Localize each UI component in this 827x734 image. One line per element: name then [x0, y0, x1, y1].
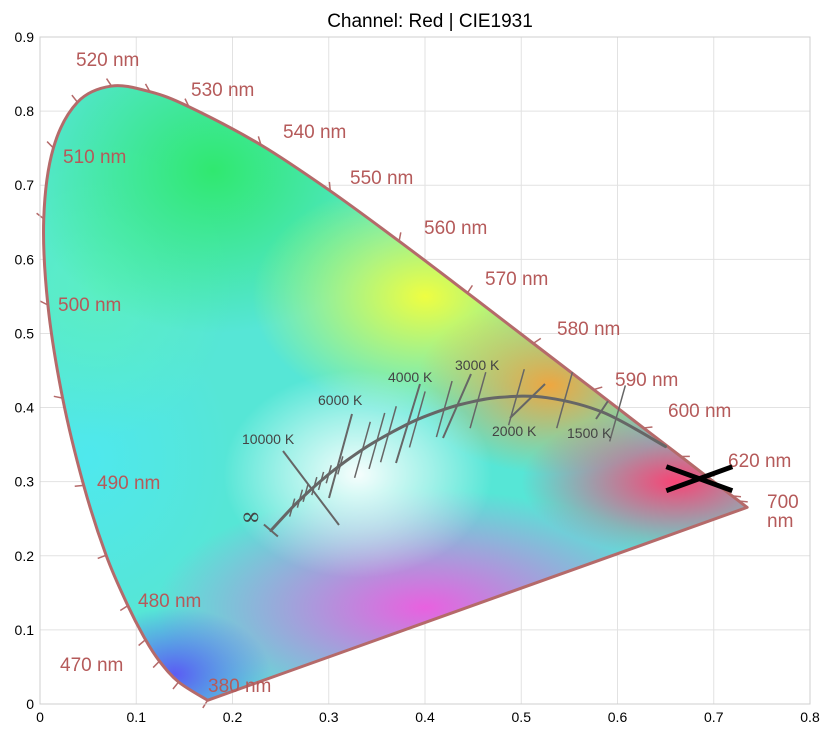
marker-stroke	[665, 464, 734, 494]
y-tick-label: 0.1	[15, 622, 35, 638]
x-tick-label: 0.1	[127, 709, 147, 725]
wavelength-label: 560 nm	[424, 218, 487, 239]
y-tick-label: 0.4	[15, 400, 35, 416]
wavelength-label: nm	[767, 511, 793, 532]
x-tick-label: 0.5	[512, 709, 532, 725]
wavelength-tick	[643, 426, 653, 429]
spectral-locus-curve	[42, 84, 749, 702]
infinity-label: ∞	[241, 503, 261, 531]
wavelength-tick	[593, 386, 603, 391]
wavelength-tick	[138, 639, 146, 647]
infinity-cap	[263, 523, 279, 538]
wavelength-label: 500 nm	[58, 295, 121, 316]
isotherm-line	[595, 400, 609, 420]
red-channel-marker	[665, 464, 734, 494]
wavelength-label: 620 nm	[728, 451, 791, 472]
wavelength-tick	[184, 98, 190, 108]
planck-hatch	[469, 371, 487, 429]
wavelength-tick	[46, 141, 54, 149]
y-tick-label: 0.2	[15, 548, 35, 564]
planck-hatch	[311, 476, 318, 496]
planck-hatch	[408, 391, 426, 448]
wavelength-label: 520 nm	[76, 50, 139, 71]
isotherm-line	[509, 383, 546, 419]
x-tick-label: 0.3	[319, 709, 339, 725]
wavelength-label: 480 nm	[138, 591, 201, 612]
wavelength-label: 470 nm	[60, 655, 123, 676]
wavelength-label: 700	[767, 492, 799, 513]
x-tick-label: 0.6	[608, 709, 628, 725]
axes: 0 0.1 0.2 0.3 0.4 0.5 0.6 0.7 0.8 0 0.1 0.2 0.3 0.4 0.…	[15, 29, 820, 725]
wavelength-tick	[53, 395, 63, 399]
wavelength-label: 380 nm	[208, 676, 271, 697]
wavelength-label: 540 nm	[283, 122, 346, 143]
wavelength-labels: 380 nm 470 nm 480 nm 490 nm 500 nm 510 nm 520 …	[58, 50, 799, 697]
wavelength-tick	[144, 83, 151, 93]
y-tick-label: 0.7	[15, 177, 35, 193]
cct-label: 6000 K	[318, 392, 363, 408]
wavelength-tick	[532, 337, 542, 345]
plot-frame	[39, 36, 811, 705]
wavelength-tick	[466, 284, 474, 294]
wavelength-tick	[74, 484, 84, 487]
x-tick-label: 0.4	[415, 709, 435, 725]
cct-label: 4000 K	[388, 369, 433, 385]
y-tick-label: 0.6	[15, 251, 35, 267]
planck-hatch	[353, 421, 371, 479]
wavelength-label: 550 nm	[350, 168, 413, 189]
planckian-locus: ∞	[241, 368, 668, 538]
wavelength-label: 510 nm	[63, 147, 126, 168]
y-tick-label: 0	[26, 696, 34, 712]
wavelength-label: 570 nm	[485, 269, 548, 290]
planck-hatch	[608, 385, 627, 442]
planck-hatch	[288, 498, 296, 517]
wavelength-label: 600 nm	[668, 401, 731, 422]
y-tick-label: 0.9	[15, 29, 35, 45]
wavelength-label: 530 nm	[191, 80, 254, 101]
planck-hatch	[435, 380, 453, 438]
wavelength-tick	[398, 232, 402, 242]
planck-hatch	[317, 471, 325, 491]
wavelength-tick	[97, 554, 107, 560]
wavelength-tick	[105, 78, 113, 87]
planck-hatch	[379, 406, 397, 463]
wavelength-tick	[152, 660, 160, 669]
planck-hatch	[337, 456, 344, 475]
wavelength-label: 580 nm	[557, 319, 620, 340]
wavelength-tick	[39, 300, 49, 306]
planck-hatch	[368, 412, 386, 470]
y-tick-label: 0.3	[15, 474, 35, 490]
cct-label: 1500 K	[567, 425, 612, 441]
x-tick-label: 0	[36, 709, 44, 725]
wavelength-tick	[731, 495, 742, 498]
wavelength-tick	[71, 94, 79, 103]
chart-title: Channel: Red | CIE1931	[327, 11, 533, 32]
x-tick-label: 0.7	[704, 709, 724, 725]
isotherm-line	[328, 413, 353, 499]
isotherm-line	[282, 450, 340, 526]
planck-hatch	[302, 483, 309, 502]
wavelength-label: 490 nm	[97, 473, 160, 494]
x-tick-label: 0.2	[223, 709, 243, 725]
isotherm-line	[442, 373, 472, 439]
planck-hatch	[556, 371, 574, 429]
wavelength-tick	[119, 605, 129, 612]
planck-hatch	[296, 489, 304, 508]
gamut-tint	[222, 370, 493, 579]
wavelength-tick	[328, 181, 332, 192]
wavelength-tick	[172, 681, 180, 690]
planck-hatch	[325, 465, 332, 484]
cct-label: 2000 K	[492, 423, 537, 439]
x-tick-label: 0.8	[800, 709, 820, 725]
wavelength-label: 590 nm	[615, 370, 678, 391]
cct-label: 10000 K	[242, 431, 295, 447]
y-tick-label: 0.8	[15, 103, 35, 119]
y-tick-label: 0.5	[15, 325, 35, 341]
wavelength-tick	[738, 500, 748, 503]
cct-labels: 10000 K 6000 K 4000 K 3000 K 2000 K 1500 K	[242, 357, 612, 447]
wavelength-tick	[257, 136, 262, 146]
isotherm-line	[395, 383, 421, 464]
cct-label: 3000 K	[455, 357, 500, 373]
